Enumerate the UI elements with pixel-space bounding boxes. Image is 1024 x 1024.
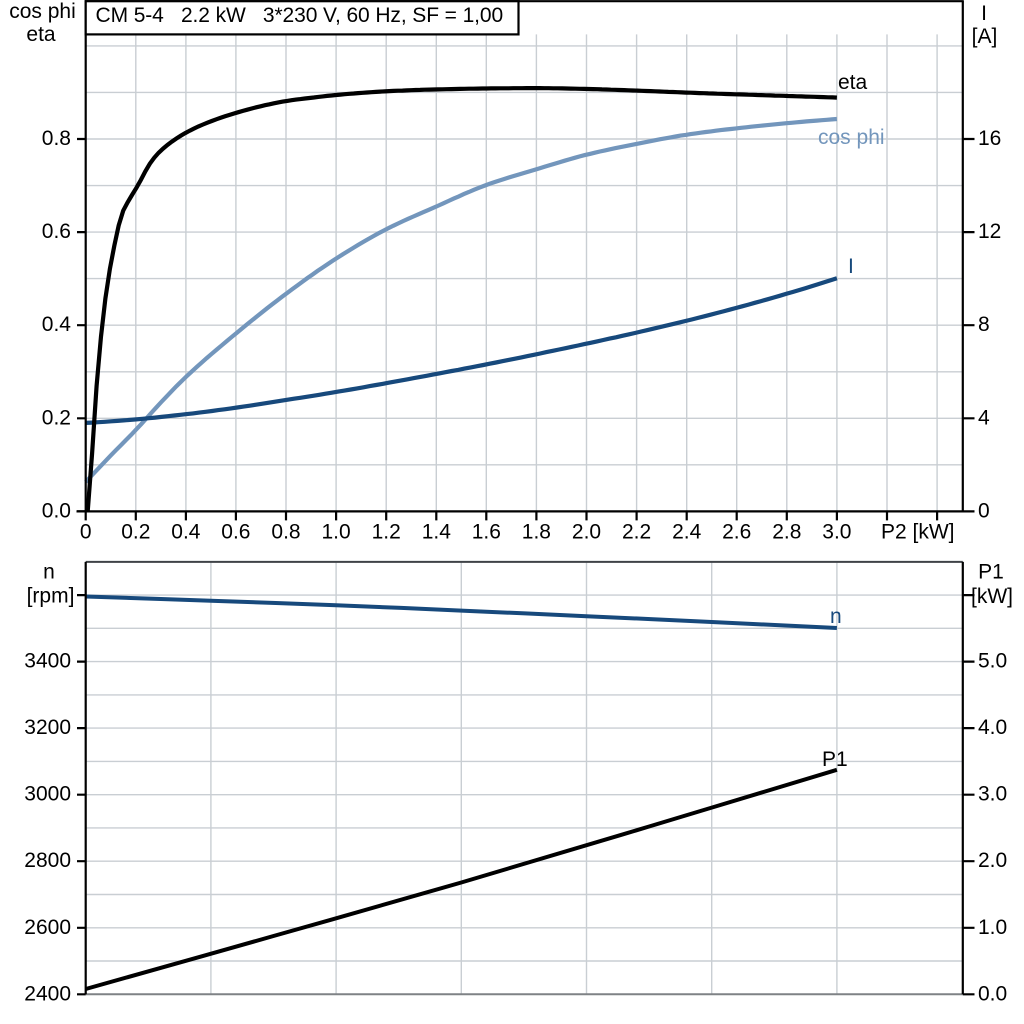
svg-text:0.4: 0.4 bbox=[171, 521, 201, 544]
svg-text:[A]: [A] bbox=[972, 25, 998, 48]
svg-text:2800: 2800 bbox=[24, 849, 71, 872]
svg-text:1.2: 1.2 bbox=[372, 521, 401, 544]
svg-text:1.8: 1.8 bbox=[522, 521, 551, 544]
svg-text:3.0: 3.0 bbox=[822, 521, 851, 544]
svg-text:3.0: 3.0 bbox=[978, 783, 1007, 806]
svg-text:2.4: 2.4 bbox=[672, 521, 702, 544]
svg-text:2600: 2600 bbox=[24, 916, 71, 939]
svg-text:0.8: 0.8 bbox=[271, 521, 300, 544]
svg-text:P1: P1 bbox=[978, 561, 1004, 584]
svg-text:eta: eta bbox=[26, 23, 56, 46]
svg-text:2.8: 2.8 bbox=[772, 521, 801, 544]
svg-text:3200: 3200 bbox=[24, 716, 71, 739]
svg-text:2400: 2400 bbox=[24, 982, 71, 1005]
svg-text:8: 8 bbox=[978, 313, 990, 336]
svg-text:4.0: 4.0 bbox=[978, 716, 1007, 739]
svg-text:I: I bbox=[848, 255, 854, 278]
svg-text:[rpm]: [rpm] bbox=[27, 584, 75, 607]
svg-text:P2 [kW]: P2 [kW] bbox=[881, 521, 955, 544]
svg-text:0.8: 0.8 bbox=[42, 127, 71, 150]
svg-text:CM 5-4 2.2 kW 3*230 V, 60: CM 5-4 2.2 kW 3*230 V, 60 Hz, SF = 1,00 bbox=[96, 4, 504, 27]
svg-text:2.2: 2.2 bbox=[622, 521, 651, 544]
svg-text:0.6: 0.6 bbox=[42, 220, 71, 243]
svg-text:0.0: 0.0 bbox=[42, 499, 71, 522]
svg-text:1.0: 1.0 bbox=[978, 916, 1007, 939]
svg-text:12: 12 bbox=[978, 220, 1001, 243]
svg-text:4: 4 bbox=[978, 406, 990, 429]
svg-text:eta: eta bbox=[838, 71, 868, 94]
svg-text:16: 16 bbox=[978, 127, 1001, 150]
svg-text:0: 0 bbox=[80, 521, 92, 544]
svg-text:0: 0 bbox=[978, 499, 990, 522]
svg-text:0.6: 0.6 bbox=[221, 521, 250, 544]
svg-text:cos phi: cos phi bbox=[9, 0, 76, 23]
svg-text:[kW]: [kW] bbox=[971, 585, 1013, 608]
svg-text:1.6: 1.6 bbox=[472, 521, 501, 544]
svg-text:1.4: 1.4 bbox=[422, 521, 452, 544]
svg-text:0.2: 0.2 bbox=[121, 521, 150, 544]
svg-text:2.0: 2.0 bbox=[978, 849, 1007, 872]
svg-text:3400: 3400 bbox=[24, 650, 71, 673]
svg-text:0.0: 0.0 bbox=[978, 982, 1007, 1005]
svg-text:3000: 3000 bbox=[24, 783, 71, 806]
svg-text:5.0: 5.0 bbox=[978, 650, 1007, 673]
svg-text:2.0: 2.0 bbox=[572, 521, 601, 544]
svg-text:cos phi: cos phi bbox=[818, 126, 885, 149]
svg-text:0.4: 0.4 bbox=[42, 313, 72, 336]
svg-text:2.6: 2.6 bbox=[722, 521, 751, 544]
svg-text:n: n bbox=[43, 560, 55, 583]
svg-text:0.2: 0.2 bbox=[42, 406, 71, 429]
svg-text:P1: P1 bbox=[822, 748, 848, 771]
svg-text:I: I bbox=[981, 2, 987, 25]
svg-text:n: n bbox=[830, 605, 842, 628]
svg-text:1.0: 1.0 bbox=[321, 521, 350, 544]
